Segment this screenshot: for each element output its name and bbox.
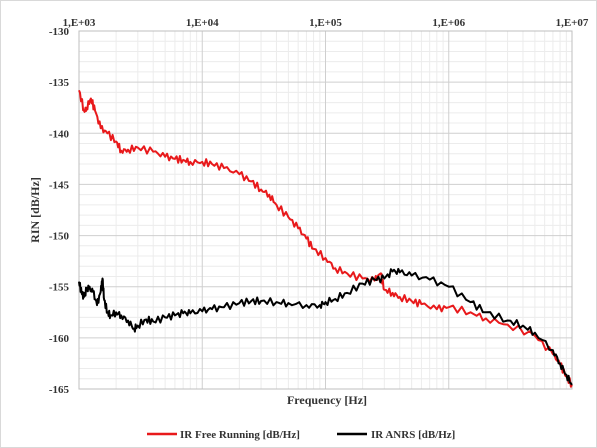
x-tick-label: 1,E+07: [556, 17, 589, 29]
y-tick-label: -160: [49, 333, 70, 345]
x-axis-title: Frequency [Hz]: [287, 393, 367, 407]
y-tick-label: -150: [49, 231, 70, 243]
y-axis-title: RIN [dB/Hz]: [28, 177, 42, 243]
series-line-0: [78, 89, 573, 388]
series-layer: [78, 89, 573, 388]
y-tick-label: -155: [49, 282, 70, 294]
series-line-1: [78, 267, 573, 386]
legend-label-free-running: IR Free Running [dB/Hz]: [180, 429, 300, 441]
x-tick-labels: 1,E+03 1,E+04 1,E+05 1,E+06 1,E+07: [63, 17, 589, 29]
x-tick-label: 1,E+04: [186, 17, 219, 29]
x-tick-label: 1,E+03: [63, 17, 96, 29]
y-tick-label: -130: [49, 26, 70, 38]
plot-area: [78, 30, 573, 390]
x-tick-label: 1,E+06: [432, 17, 465, 29]
y-tick-label: -140: [49, 128, 70, 140]
y-tick-label: -145: [49, 179, 70, 191]
y-tick-label: -135: [49, 77, 70, 89]
legend-label-anrs: IR ANRS [dB/Hz]: [371, 429, 455, 441]
x-tick-label: 1,E+05: [309, 17, 342, 29]
y-tick-labels: -130 -135 -140 -145 -150 -155 -160 -165: [49, 26, 70, 396]
y-tick-label: -165: [49, 384, 70, 396]
legend: IR Free Running [dB/Hz] IR ANRS [dB/Hz]: [147, 429, 455, 441]
